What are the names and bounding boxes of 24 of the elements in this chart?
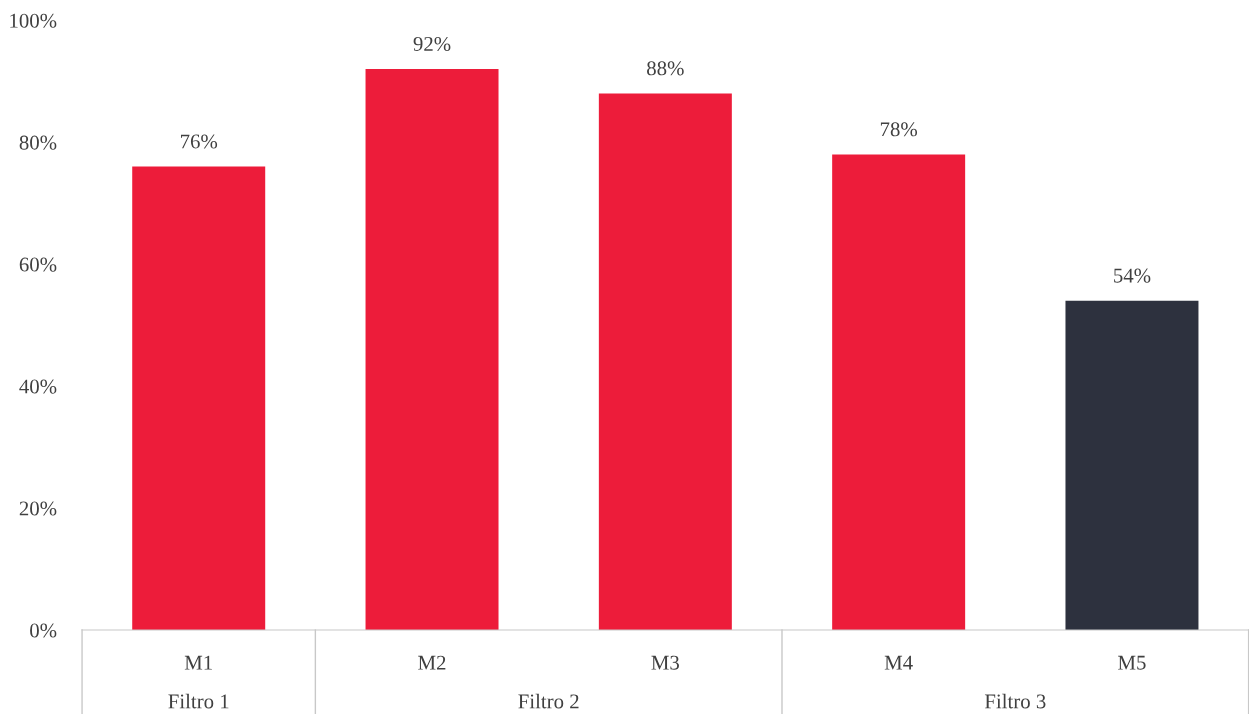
- y-tick-label: 80%: [19, 135, 57, 150]
- bar: [598, 93, 732, 631]
- bar: [1065, 300, 1199, 631]
- data-label: 88%: [647, 61, 684, 76]
- x-tick-label: M5: [1118, 655, 1146, 670]
- y-tick-label: 60%: [19, 257, 57, 272]
- x-tick-label: M2: [418, 655, 446, 670]
- bar: [132, 166, 266, 631]
- text: Filtro 3: [984, 693, 1046, 709]
- y-tick-label: 100%: [10, 13, 57, 28]
- x-tick-label: M3: [651, 655, 679, 670]
- y-tick-label: 20%: [19, 501, 57, 516]
- text: Filtro 2: [518, 693, 579, 709]
- data-label: 54%: [1114, 268, 1151, 283]
- bar: [365, 69, 499, 631]
- x-tick-label: M1: [184, 655, 212, 670]
- text: Filtro 1: [168, 693, 229, 709]
- data-label: 76%: [181, 134, 218, 149]
- y-tick-label: 40%: [19, 379, 57, 394]
- data-label: 78%: [880, 122, 918, 137]
- y-tick-label: 0%: [30, 623, 57, 638]
- x-tick-label: M4: [884, 655, 913, 670]
- bar: [832, 154, 966, 631]
- data-label: 92%: [413, 36, 451, 52]
